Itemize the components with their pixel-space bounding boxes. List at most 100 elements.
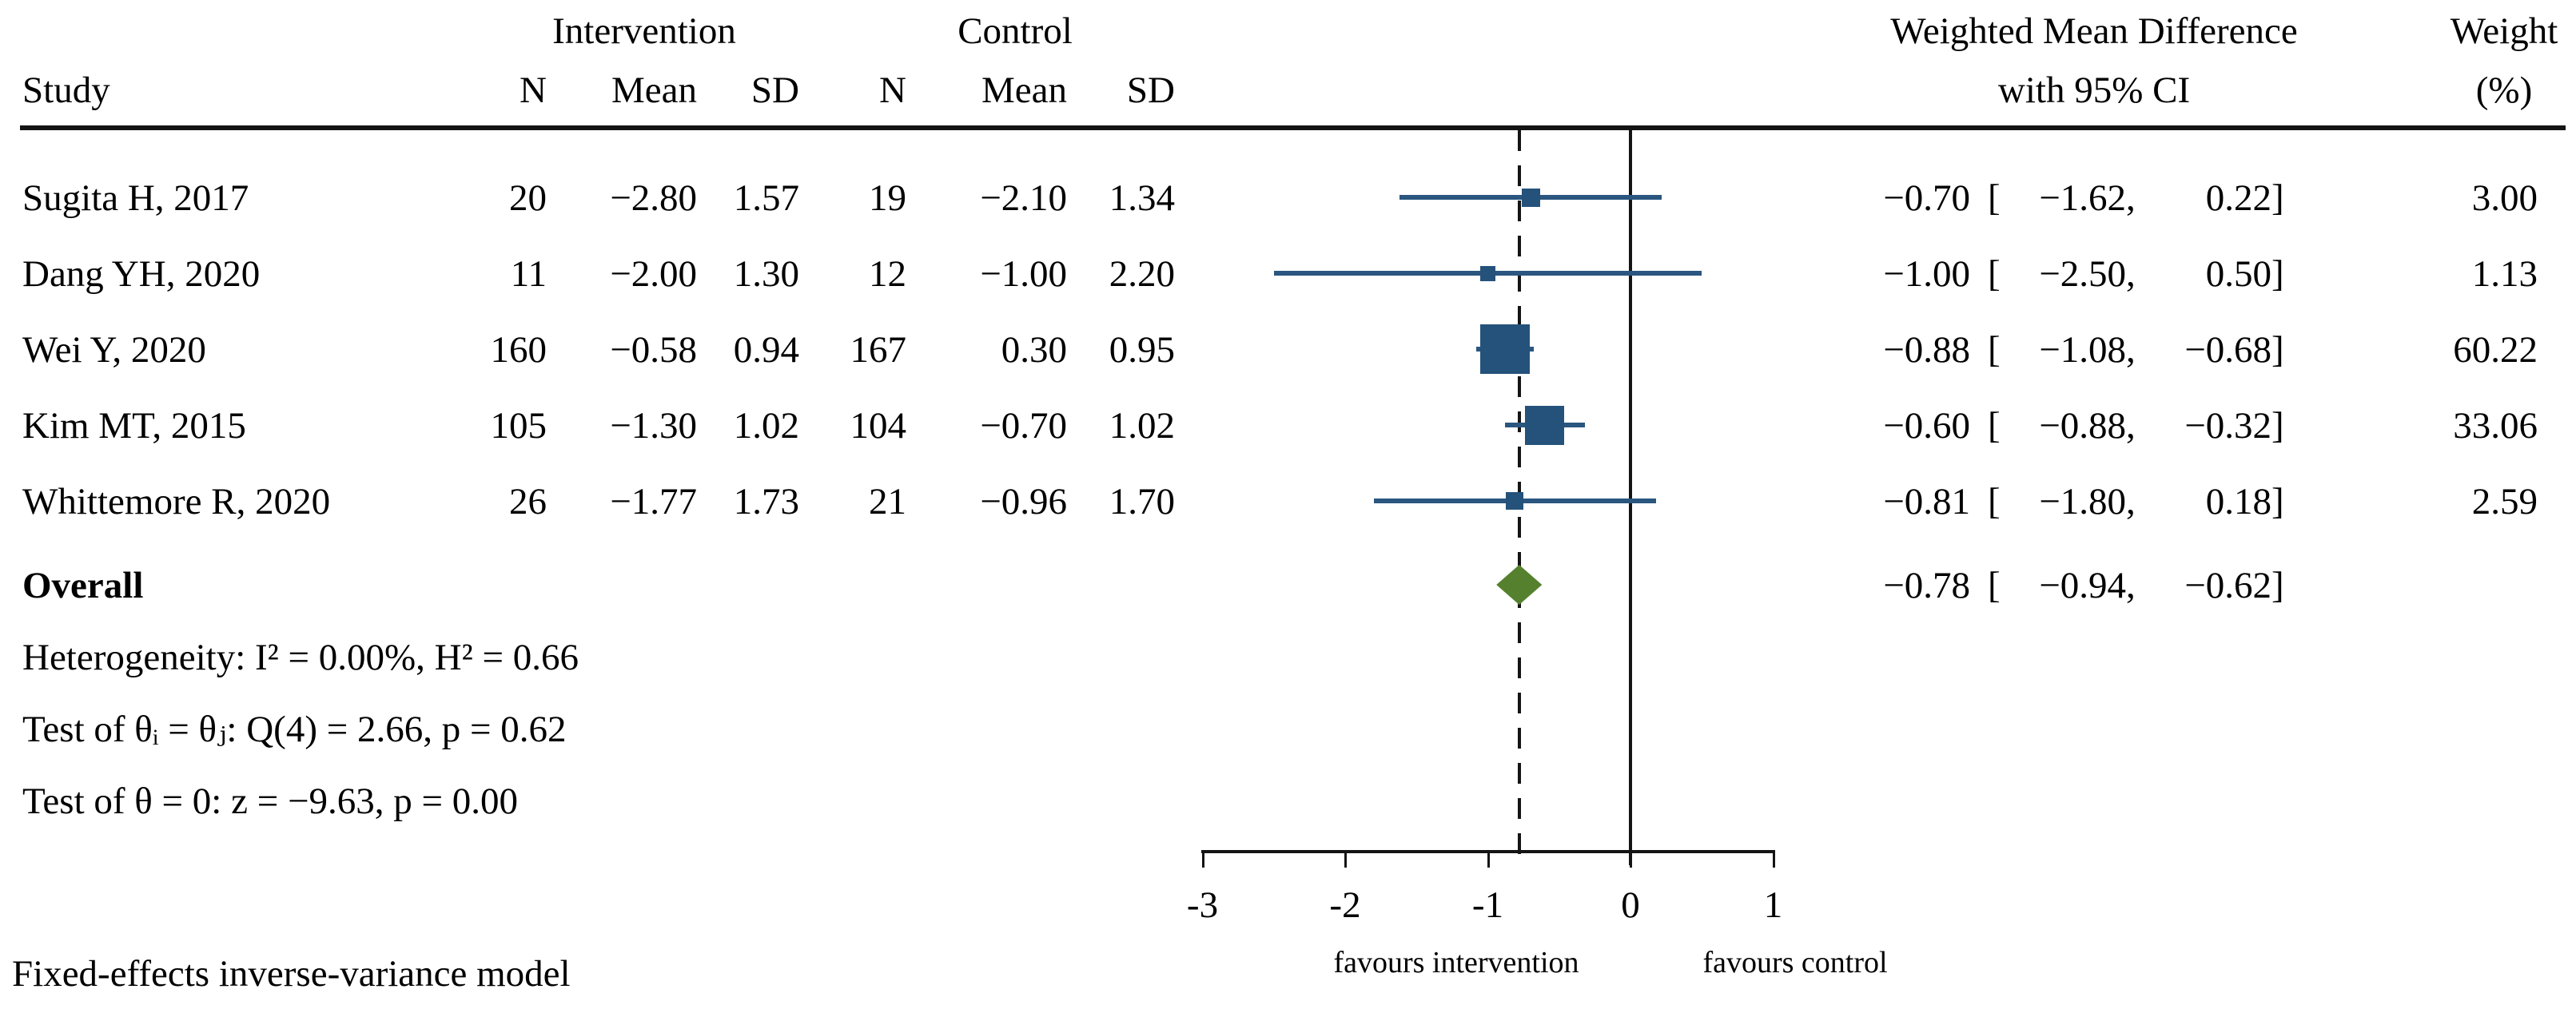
study-n-intervention: 11	[510, 253, 547, 295]
favours-control-label: favours control	[1702, 946, 1888, 979]
effect-square	[1506, 492, 1524, 510]
header-effect-line1: Weighted Mean Difference	[1890, 10, 2298, 52]
study-estimate: −0.60	[1883, 405, 1970, 447]
ci-close-bracket: ]	[2271, 565, 2284, 606]
study-n-control: 104	[850, 405, 907, 447]
test-of-thetas-stats: Test of θᵢ = θⱼ: Q(4) = 2.66, p = 0.62	[22, 709, 567, 750]
x-axis-tick-label: -1	[1471, 884, 1504, 926]
ci-open-bracket: [	[1988, 565, 2001, 606]
study-n-intervention: 20	[509, 177, 547, 219]
study-sd-intervention: 1.73	[733, 481, 799, 522]
ci-separator: ,	[2126, 329, 2136, 371]
x-axis-tick	[1344, 850, 1347, 868]
study-n-intervention: 105	[490, 405, 547, 447]
effect-square	[1480, 265, 1495, 281]
overall-diamond	[1496, 565, 1543, 605]
ci-upper: 0.18	[2205, 481, 2271, 522]
study-mean-control: −0.70	[980, 405, 1067, 447]
header-mean-intervention: Mean	[611, 70, 697, 111]
study-n-intervention: 26	[509, 481, 547, 522]
model-note: Fixed-effects inverse-variance model	[12, 953, 571, 995]
study-mean-control: −0.96	[980, 481, 1067, 522]
study-estimate: −0.70	[1883, 177, 1970, 219]
study-sd-control: 0.95	[1109, 329, 1175, 371]
ci-open-bracket: [	[1988, 405, 2001, 447]
header-n-control: N	[879, 70, 906, 111]
effect-square	[1525, 405, 1565, 445]
study-n-control: 21	[869, 481, 906, 522]
study-mean-intervention: −2.80	[610, 177, 697, 219]
study-mean-control: 0.30	[1001, 329, 1067, 371]
study-name: Kim MT, 2015	[22, 405, 246, 447]
study-weight: 60.22	[2453, 329, 2538, 371]
ci-separator: ,	[2126, 405, 2136, 447]
favours-intervention-label: favours intervention	[1333, 946, 1579, 979]
overall-estimate: −0.78	[1883, 565, 1970, 606]
study-weight: 2.59	[2471, 481, 2538, 522]
ci-close-bracket: ]	[2271, 481, 2284, 522]
ci-separator: ,	[2126, 481, 2136, 522]
x-axis-tick-label: -2	[1329, 884, 1361, 926]
study-sd-control: 1.70	[1109, 481, 1175, 522]
study-sd-control: 1.34	[1109, 177, 1175, 219]
study-sd-intervention: 1.30	[733, 253, 799, 295]
x-axis-tick	[1772, 850, 1775, 868]
test-of-theta-zero-stats: Test of θ = 0: z = −9.63, p = 0.00	[22, 781, 518, 822]
header-weight-line1: Weight	[2450, 10, 2558, 52]
study-weight: 1.13	[2471, 253, 2538, 295]
ci-upper: −0.32	[2184, 405, 2271, 447]
zero-line	[1629, 130, 1632, 865]
study-sd-control: 1.02	[1109, 405, 1175, 447]
x-axis-tick-label: 1	[1763, 884, 1783, 926]
ci-lower: −1.08	[2039, 329, 2126, 371]
ci-separator: ,	[2126, 565, 2136, 606]
ci-lower: −1.80	[2039, 481, 2126, 522]
ci-open-bracket: [	[1988, 329, 2001, 371]
header-divider-rule	[20, 125, 2566, 130]
study-mean-control: −2.10	[980, 177, 1067, 219]
study-mean-intervention: −0.58	[610, 329, 697, 371]
study-mean-control: −1.00	[980, 253, 1067, 295]
heterogeneity-stats: Heterogeneity: I² = 0.00%, H² = 0.66	[22, 637, 579, 678]
ci-open-bracket: [	[1988, 253, 2001, 295]
ci-upper: −0.68	[2184, 329, 2271, 371]
study-sd-intervention: 1.02	[733, 405, 799, 447]
ci-separator: ,	[2126, 177, 2136, 219]
ci-lower: −0.88	[2039, 405, 2126, 447]
header-study: Study	[22, 70, 110, 111]
study-sd-control: 2.20	[1109, 253, 1175, 295]
x-axis-tick	[1201, 850, 1204, 868]
study-name: Whittemore R, 2020	[22, 481, 331, 522]
effect-square	[1521, 188, 1540, 207]
ci-close-bracket: ]	[2271, 405, 2284, 447]
header-effect-line2: with 95% CI	[1997, 70, 2191, 111]
ci-upper: 0.50	[2205, 253, 2271, 295]
study-n-control: 12	[869, 253, 906, 295]
header-n-intervention: N	[520, 70, 547, 111]
study-estimate: −0.88	[1883, 329, 1970, 371]
header-sd-control: SD	[1126, 70, 1175, 111]
x-axis-tick-label: -3	[1186, 884, 1219, 926]
ci-close-bracket: ]	[2271, 329, 2284, 371]
study-n-control: 167	[850, 329, 907, 371]
overall-label: Overall	[22, 565, 144, 606]
study-name: Sugita H, 2017	[22, 177, 249, 219]
effect-square	[1479, 324, 1530, 374]
x-axis-tick	[1630, 850, 1632, 868]
study-name: Dang YH, 2020	[22, 253, 261, 295]
study-mean-intervention: −1.77	[610, 481, 697, 522]
study-sd-intervention: 0.94	[733, 329, 799, 371]
header-sd-intervention: SD	[751, 70, 799, 111]
ci-upper: 0.22	[2205, 177, 2271, 219]
study-mean-intervention: −1.30	[610, 405, 697, 447]
study-sd-intervention: 1.57	[733, 177, 799, 219]
header-weight-line2: (%)	[2475, 70, 2533, 111]
x-axis-tick-label: 0	[1621, 884, 1640, 926]
overall-ci-upper: −0.62	[2184, 565, 2271, 606]
study-weight: 33.06	[2453, 405, 2538, 447]
ci-lower: −1.62	[2039, 177, 2126, 219]
header-control-group: Control	[958, 10, 1073, 52]
study-mean-intervention: −2.00	[610, 253, 697, 295]
ci-close-bracket: ]	[2271, 177, 2284, 219]
